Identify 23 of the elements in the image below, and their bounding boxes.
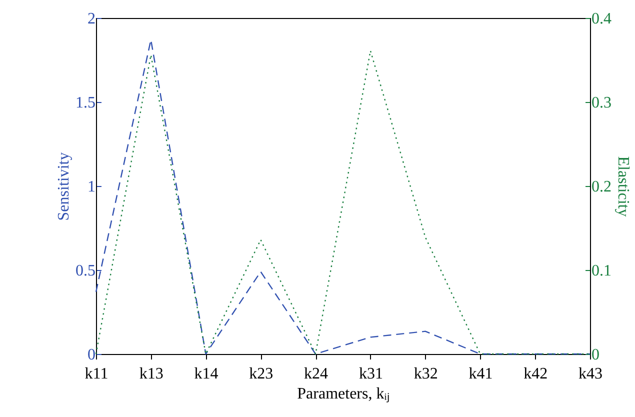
x-tick-label: k43 (578, 366, 602, 382)
y2-tick-label: 0.4 (592, 10, 612, 28)
x-tick-label: k13 (139, 366, 164, 382)
y-tick-label: 0.5 (76, 262, 96, 280)
x-tick-label: k24 (304, 366, 328, 382)
x-tick-label: k31 (358, 366, 383, 382)
y-tick-label: 2 (88, 10, 96, 28)
x-tick-label: k42 (524, 366, 548, 382)
y-tick-label: 1.5 (76, 94, 96, 112)
y2-tick-label: 0.3 (592, 94, 612, 112)
x-tick-label: k23 (249, 366, 274, 382)
y-tick-label: 1 (88, 178, 96, 196)
x-tick-label: k41 (468, 366, 493, 382)
y2-axis-title: Elasticity (614, 156, 632, 217)
x-axis-title: Parameters, kᵢⱼ (297, 386, 390, 402)
x-tick-label: k14 (194, 366, 218, 382)
y-tick-label: 0 (88, 346, 96, 364)
x-tick-label: k11 (84, 366, 108, 382)
y-axis-title: Sensitivity (56, 152, 72, 221)
x-tick-label: k32 (414, 366, 438, 382)
y2-tick-label: 0.2 (592, 178, 612, 196)
y2-tick-label: 0 (592, 346, 600, 364)
y2-tick-label: 0.1 (592, 262, 612, 280)
